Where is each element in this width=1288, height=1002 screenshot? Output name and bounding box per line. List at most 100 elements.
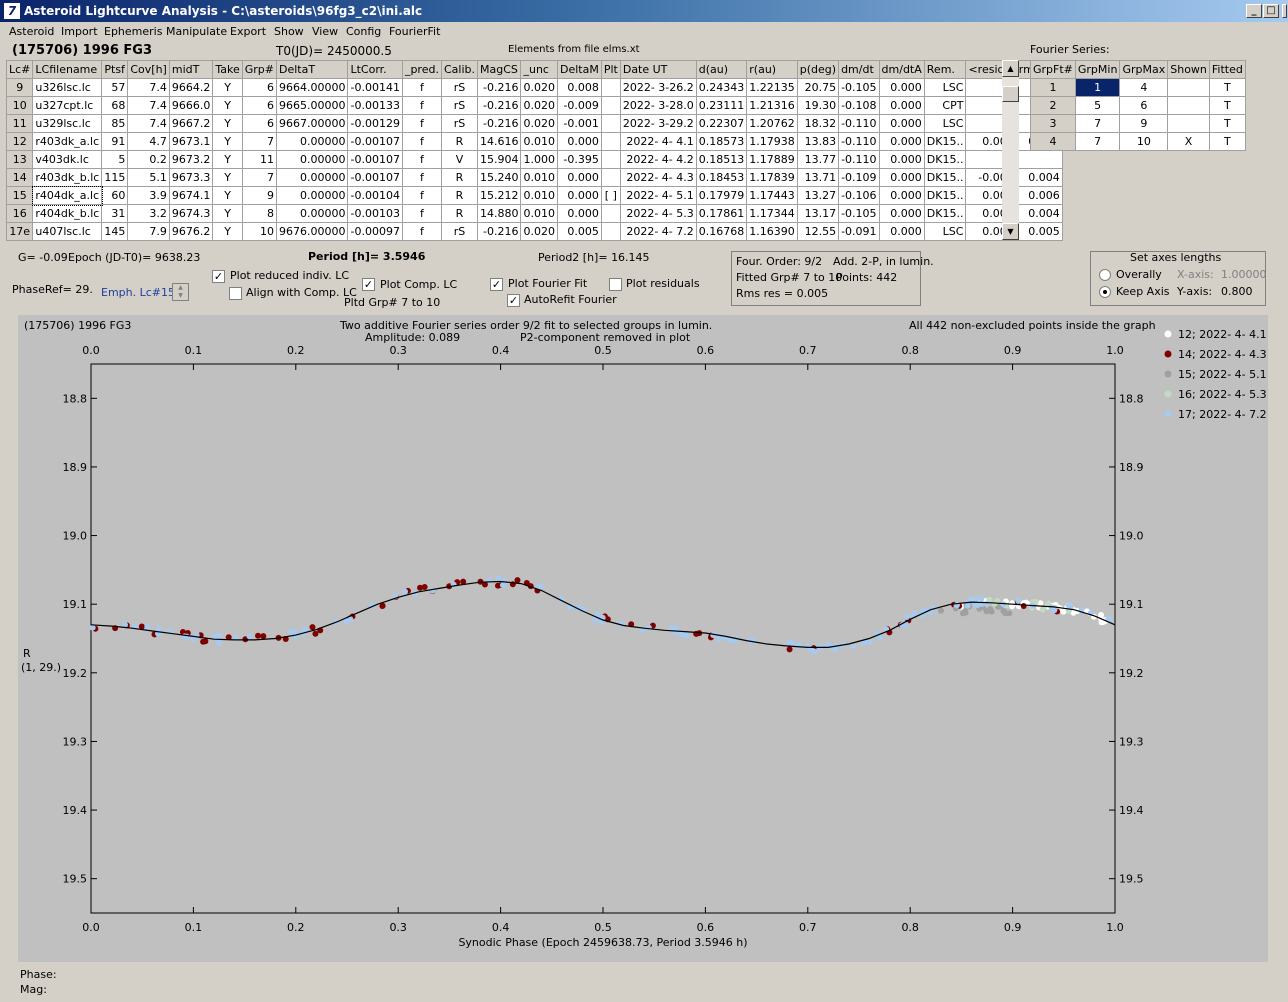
table-cell[interactable]: -0.00129 bbox=[347, 114, 403, 133]
table-cell[interactable] bbox=[1167, 114, 1210, 133]
table-cell[interactable]: T bbox=[1208, 96, 1246, 115]
table-cell[interactable]: -0.00103 bbox=[347, 204, 403, 223]
table-cell[interactable]: 9674.1 bbox=[168, 186, 214, 205]
table-cell[interactable]: -0.109 bbox=[838, 168, 880, 187]
table-cell[interactable]: -0.091 bbox=[838, 222, 880, 241]
table-cell[interactable]: 0.17861 bbox=[695, 204, 748, 223]
table-cell[interactable]: 7.4 bbox=[127, 114, 170, 133]
table-cell[interactable]: -0.110 bbox=[838, 132, 880, 151]
table-cell[interactable]: 13.17 bbox=[796, 204, 840, 223]
table-cell[interactable]: 4.7 bbox=[127, 132, 170, 151]
column-header[interactable]: midT bbox=[168, 60, 214, 79]
table-cell[interactable]: -0.00133 bbox=[347, 96, 403, 115]
table-cell[interactable]: v403dk.lc bbox=[32, 150, 103, 169]
table-cell[interactable]: 1.16390 bbox=[746, 222, 798, 241]
table-cell[interactable]: 0.000 bbox=[556, 204, 602, 223]
table-cell[interactable]: 5.1 bbox=[127, 168, 170, 187]
column-header[interactable]: r(au) bbox=[746, 60, 798, 79]
table-cell[interactable]: 0.010 bbox=[520, 132, 558, 151]
table-cell[interactable]: 115 bbox=[101, 168, 129, 187]
table-cell[interactable]: 0.000 bbox=[878, 114, 925, 133]
table-cell[interactable]: 7 bbox=[241, 168, 278, 187]
menu-import[interactable]: Import bbox=[61, 25, 98, 38]
table-cell[interactable]: 0.010 bbox=[520, 168, 558, 187]
table-row[interactable]: 15 r404dk_a.lc 60 3.9 9674.1 Y 9 0.00000 -0.0010… bbox=[5, 185, 1063, 206]
table-cell[interactable]: f bbox=[401, 222, 442, 241]
table-cell[interactable]: f bbox=[401, 78, 442, 97]
table-cell[interactable]: Y bbox=[212, 222, 243, 241]
table-cell[interactable]: 2022- 4- 4.2 bbox=[619, 150, 697, 169]
table-cell[interactable]: T bbox=[1208, 114, 1246, 133]
table-cell[interactable]: r404dk_b.lc bbox=[32, 204, 103, 223]
y-axis-value[interactable]: 0.800 bbox=[1221, 285, 1253, 298]
table-cell[interactable]: DK15.. bbox=[923, 132, 967, 151]
table-cell[interactable]: R bbox=[440, 132, 478, 151]
table-cell[interactable]: -0.106 bbox=[838, 186, 880, 205]
table-cell[interactable]: f bbox=[401, 186, 442, 205]
column-header[interactable]: Lc# bbox=[5, 60, 34, 79]
menu-fourierfit[interactable]: FourierFit bbox=[389, 25, 441, 38]
table-cell[interactable]: 19.30 bbox=[796, 96, 840, 115]
table-cell[interactable]: 2 bbox=[1030, 96, 1076, 115]
table-cell[interactable] bbox=[600, 150, 621, 169]
table-cell[interactable]: 1.17839 bbox=[746, 168, 798, 187]
table-cell[interactable]: 10 bbox=[1119, 132, 1169, 151]
table-cell[interactable]: 0.000 bbox=[878, 222, 925, 241]
table-cell[interactable]: 0.020 bbox=[520, 78, 558, 97]
scroll-up-icon[interactable]: ▲ bbox=[1002, 60, 1019, 77]
table-cell[interactable]: r403dk_b.lc bbox=[32, 168, 103, 187]
table-cell[interactable]: 9666.0 bbox=[168, 96, 214, 115]
table-cell[interactable]: 0.005 bbox=[556, 222, 602, 241]
table-row[interactable]: 17e u407lsc.lc 145 7.9 9676.2 Y 10 9676.00000 -0… bbox=[5, 222, 1063, 241]
column-header[interactable]: Fitted bbox=[1208, 60, 1246, 79]
table-row[interactable]: 13 v403dk.lc 5 0.2 9673.2 Y 11 0.00000 -0.00107 f… bbox=[5, 150, 1063, 169]
table-cell[interactable]: 8 bbox=[241, 204, 278, 223]
table-cell[interactable]: rS bbox=[440, 114, 478, 133]
table-cell[interactable]: -0.00107 bbox=[347, 168, 403, 187]
table-cell[interactable]: -0.395 bbox=[556, 150, 602, 169]
table-cell[interactable]: 14 bbox=[5, 168, 34, 187]
maximize-icon[interactable]: □ bbox=[1263, 4, 1279, 18]
table-cell[interactable]: 17e bbox=[5, 222, 34, 241]
table-cell[interactable]: 13 bbox=[5, 150, 34, 169]
table-cell[interactable]: LSC bbox=[923, 222, 967, 241]
table-cell[interactable]: 1.17443 bbox=[746, 186, 798, 205]
table-cell[interactable]: 3.2 bbox=[127, 204, 170, 223]
table-cell[interactable]: 9 bbox=[241, 186, 278, 205]
table-cell[interactable]: 9674.3 bbox=[168, 204, 214, 223]
table-cell[interactable] bbox=[600, 132, 621, 151]
table-cell[interactable]: -0.216 bbox=[476, 78, 522, 97]
table-cell[interactable]: X bbox=[1167, 132, 1210, 151]
table-cell[interactable]: 6 bbox=[1119, 96, 1169, 115]
table-cell[interactable]: 0.18453 bbox=[695, 168, 748, 187]
table-cell[interactable]: -0.105 bbox=[838, 204, 880, 223]
table-cell[interactable]: 0.000 bbox=[878, 204, 925, 223]
table-cell[interactable]: 15.212 bbox=[476, 186, 522, 205]
column-header[interactable]: p(deg) bbox=[796, 60, 840, 79]
table-cell[interactable]: Y bbox=[212, 96, 243, 115]
table-cell[interactable]: 13.83 bbox=[796, 132, 840, 151]
column-header[interactable]: Calib. bbox=[440, 60, 478, 79]
table-cell[interactable]: 3.9 bbox=[127, 186, 170, 205]
table-cell[interactable]: -0.00141 bbox=[347, 78, 403, 97]
table-cell[interactable]: LSC bbox=[923, 78, 967, 97]
table-cell[interactable]: -0.009 bbox=[556, 96, 602, 115]
column-header[interactable]: MagCS bbox=[476, 60, 522, 79]
table-cell[interactable]: 0.000 bbox=[878, 96, 925, 115]
table-cell[interactable]: 68 bbox=[101, 96, 129, 115]
table-row[interactable]: 14 r403dk_b.lc 115 5.1 9673.3 Y 7 0.00000 -0.001… bbox=[5, 168, 1063, 187]
table-cell[interactable]: -0.105 bbox=[838, 78, 880, 97]
table-cell[interactable]: 0.00000 bbox=[275, 132, 349, 151]
lightcurve-table[interactable]: Lc# LCfilename Ptsf Cov[h] midT Take Grp# Delta… bbox=[5, 60, 1063, 241]
table-cell[interactable]: 0.00000 bbox=[275, 186, 349, 205]
table-cell[interactable]: 5 bbox=[101, 150, 129, 169]
table-cell[interactable]: 13.27 bbox=[796, 186, 840, 205]
table-cell[interactable]: DK15.. bbox=[923, 150, 967, 169]
table-cell[interactable] bbox=[600, 204, 621, 223]
table-cell[interactable]: 0.2 bbox=[127, 150, 170, 169]
table-row[interactable]: 11 u329lsc.lc 85 7.4 9667.2 Y 6 9667.00000 -0.00… bbox=[5, 114, 1063, 133]
table-cell[interactable]: 0.000 bbox=[878, 150, 925, 169]
overall-radio[interactable] bbox=[1099, 269, 1111, 281]
table-cell[interactable] bbox=[1167, 78, 1210, 97]
table-cell[interactable]: 7 bbox=[241, 132, 278, 151]
